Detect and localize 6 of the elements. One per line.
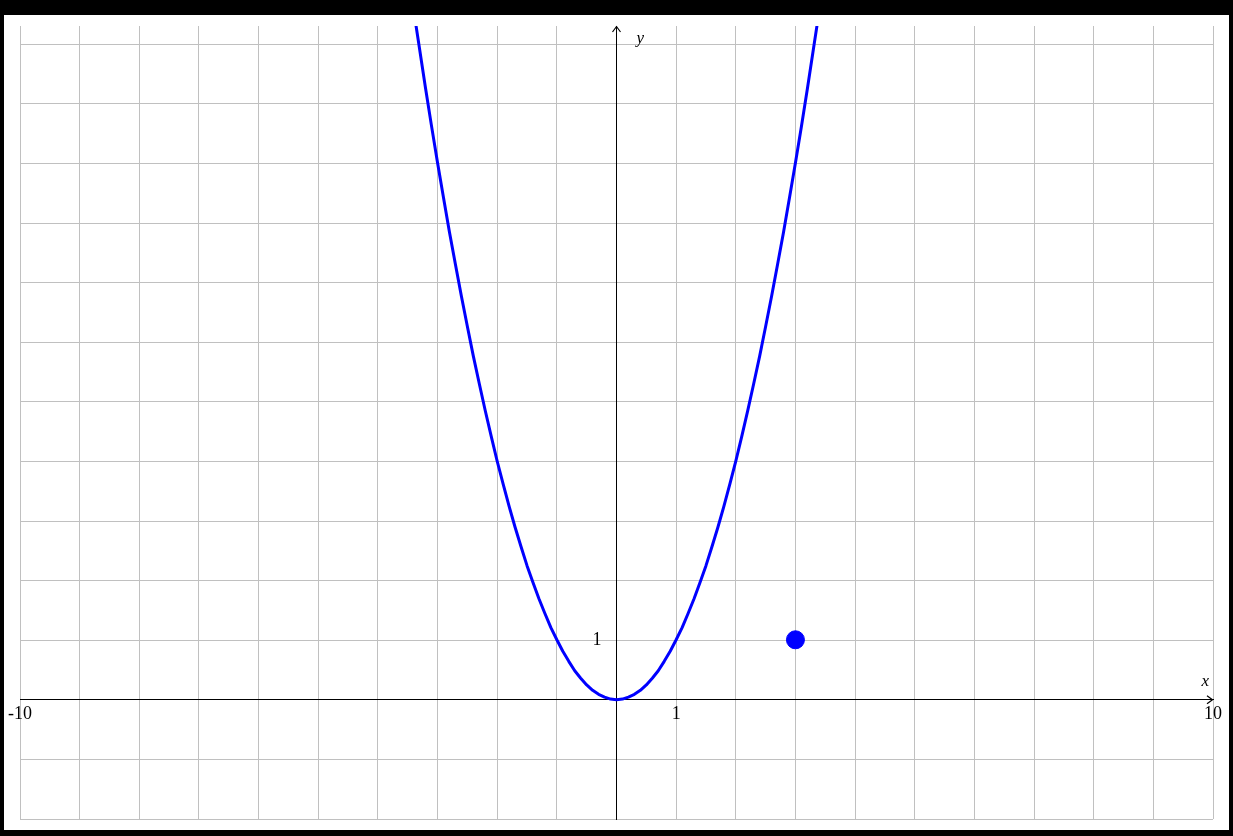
y-axis-title: y	[634, 27, 645, 47]
x-tick-label: 10	[1204, 703, 1222, 724]
annotation: 1	[592, 628, 602, 649]
x-tick-label: -10	[8, 703, 32, 724]
x-tick-label: 1	[671, 703, 681, 724]
x-axis-title: x	[1200, 670, 1210, 690]
